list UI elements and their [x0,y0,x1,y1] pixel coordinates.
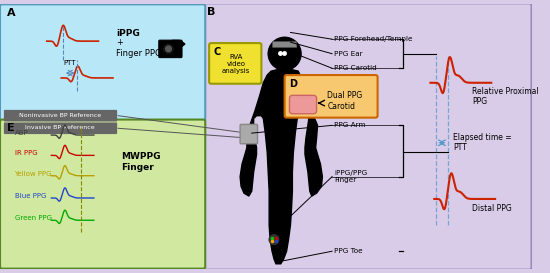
Text: E: E [7,123,14,133]
Text: iPPG: iPPG [116,29,140,38]
Polygon shape [181,41,185,47]
Text: PPG Ear: PPG Ear [334,51,362,57]
FancyBboxPatch shape [285,75,378,118]
Text: PTT: PTT [63,60,76,66]
Text: +
Finger PPG: + Finger PPG [116,38,162,58]
Text: Yellow PPG: Yellow PPG [14,171,52,177]
Circle shape [166,46,172,52]
FancyBboxPatch shape [159,40,182,58]
FancyBboxPatch shape [289,95,317,114]
Text: Dual PPG
Carotid: Dual PPG Carotid [327,91,362,111]
Text: PPG Forehead/Temple: PPG Forehead/Temple [334,36,412,42]
FancyBboxPatch shape [240,124,257,144]
Text: Relative Proximal
PPG: Relative Proximal PPG [472,87,539,106]
Text: MWPPG
Finger: MWPPG Finger [121,152,161,172]
Text: Noninvasive BP Reference: Noninvasive BP Reference [19,113,101,118]
Text: Invasive BP Reference: Invasive BP Reference [25,125,95,130]
Circle shape [163,44,173,54]
Circle shape [268,37,301,70]
Text: B: B [207,7,216,17]
Text: PPG Arm: PPG Arm [334,122,366,128]
FancyBboxPatch shape [201,3,531,270]
Text: D: D [289,79,298,89]
Text: PPG Toe: PPG Toe [334,248,362,254]
Text: PPG Carotid: PPG Carotid [334,65,377,71]
Text: A: A [7,8,15,18]
Text: Blue PPG: Blue PPG [14,193,46,199]
Text: IR PPG: IR PPG [14,150,37,156]
FancyBboxPatch shape [4,123,117,134]
Text: ABP: ABP [14,130,28,136]
FancyBboxPatch shape [4,110,117,121]
FancyBboxPatch shape [172,40,180,44]
Polygon shape [240,68,322,264]
FancyBboxPatch shape [0,120,205,269]
Text: C: C [214,47,221,57]
FancyBboxPatch shape [0,4,205,120]
FancyBboxPatch shape [273,41,297,48]
Circle shape [269,235,279,244]
Text: iPPG/PPG
Finger: iPPG/PPG Finger [334,170,367,183]
Text: Elapsed time =
PTT: Elapsed time = PTT [453,133,512,153]
Text: RVA
video
analysis: RVA video analysis [222,54,250,74]
Text: Distal PPG: Distal PPG [472,204,512,213]
FancyBboxPatch shape [209,43,261,84]
Text: Green PPG: Green PPG [14,215,52,221]
